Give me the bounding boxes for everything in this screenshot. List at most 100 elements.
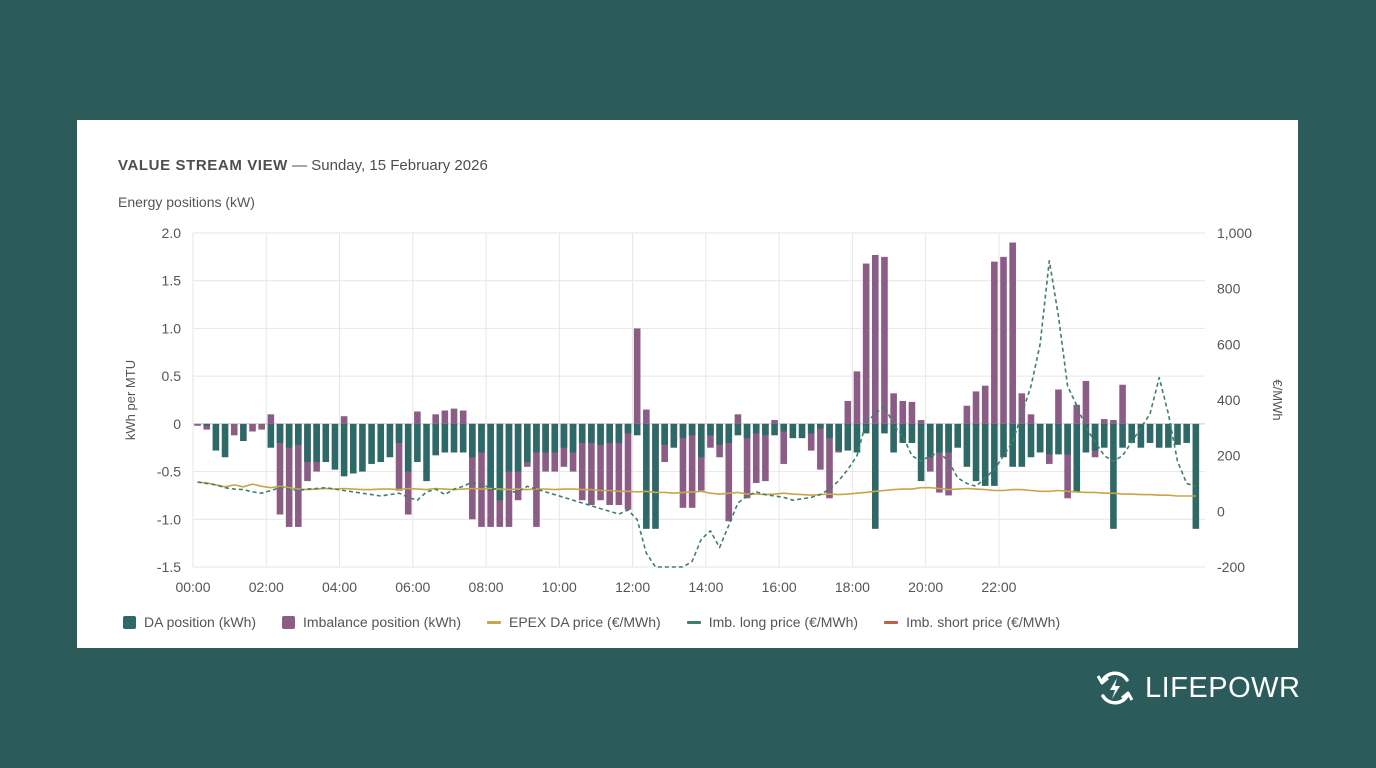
legend-epex-label: EPEX DA price (€/MWh) [509, 614, 661, 630]
legend-imb-long-label: Imb. long price (€/MWh) [708, 614, 859, 630]
y-left-tick-label: -1.5 [157, 559, 181, 575]
da-bar [798, 423, 806, 439]
x-tick-label: 16:00 [762, 579, 797, 595]
y-right-tick-label: 1,000 [1217, 225, 1252, 241]
da-bar [615, 423, 623, 443]
da-bar [514, 423, 522, 472]
da-bar [1064, 423, 1071, 455]
imbalance-bar [734, 414, 742, 424]
da-bar [212, 423, 220, 451]
x-tick-label: 00:00 [175, 579, 210, 595]
imbalance-bar [807, 423, 815, 451]
legend-imb-short[interactable]: Imb. short price (€/MWh) [884, 614, 1060, 630]
da-bar [872, 423, 879, 529]
y-right-tick-label: 600 [1217, 336, 1241, 352]
imbalance-bar [505, 423, 513, 527]
da-bar [1091, 423, 1099, 451]
da-bar [1183, 423, 1190, 443]
da-bar [404, 423, 412, 472]
da-bar [899, 423, 907, 443]
da-bar [1192, 423, 1200, 529]
imbalance-bar [762, 423, 769, 482]
da-bar [1046, 423, 1053, 455]
legend-da[interactable]: DA position (kWh) [123, 614, 256, 630]
imbalance-bar [533, 423, 540, 527]
y-right-tick-label: 800 [1217, 281, 1241, 297]
da-bar [661, 423, 668, 445]
y-left-tick-label: 1.0 [162, 320, 182, 336]
imbalance-bar [340, 416, 348, 424]
da-bar [707, 423, 714, 436]
da-bar [926, 423, 934, 458]
da-bar [1009, 423, 1016, 467]
da-bar [844, 423, 852, 451]
da-bar [1055, 423, 1062, 455]
da-bar [981, 423, 989, 486]
imbalance-bar [679, 423, 687, 508]
imbalance-bar [963, 405, 971, 424]
da-bar [633, 423, 641, 436]
imbalance-bar [478, 423, 485, 527]
y-right-tick-label: 0 [1217, 503, 1225, 519]
da-bar [377, 423, 385, 463]
legend-imbalance[interactable]: Imbalance position (kWh) [282, 614, 461, 630]
legend-imb-short-swatch [884, 620, 899, 624]
da-bar [688, 423, 696, 436]
da-bar [679, 423, 687, 439]
imbalance-bar [267, 414, 275, 424]
imbalance-bar [432, 414, 439, 424]
imbalance-bar [890, 393, 897, 424]
da-bar [771, 423, 778, 436]
imbalance-bar [459, 410, 467, 424]
imbalance-bar [844, 400, 852, 424]
da-bar [487, 423, 494, 491]
da-bar [954, 423, 962, 448]
da-bar [881, 423, 888, 434]
da-bar [304, 423, 311, 463]
imbalance-bar [872, 254, 879, 424]
title-date: — Sunday, 15 February 2026 [292, 157, 488, 174]
imbalance-bar [752, 423, 760, 484]
imbalance-bar [1082, 380, 1090, 424]
da-bar [1100, 423, 1108, 448]
da-bar [643, 423, 650, 529]
legend-imb-long[interactable]: Imb. long price (€/MWh) [686, 614, 859, 630]
imbalance-bar [688, 423, 696, 508]
da-bar [1137, 423, 1145, 448]
y-right-tick-label: 200 [1217, 448, 1241, 464]
y-right-axis-title: €/MWh [1270, 379, 1285, 420]
da-bar [1155, 423, 1163, 448]
imbalance-bar [1000, 256, 1007, 424]
imbalance-bar [597, 423, 604, 501]
da-bar [1119, 423, 1126, 448]
da-bar [762, 423, 769, 436]
imbalance-bar [285, 423, 293, 527]
da-bar [780, 423, 788, 432]
legend-imbalance-label: Imbalance position (kWh) [303, 614, 461, 630]
imbalance-bar [945, 423, 952, 496]
da-bar [331, 423, 339, 470]
da-bar [569, 423, 577, 453]
da-bar [313, 423, 320, 463]
imbalance-bar [991, 261, 998, 424]
imbalance-bar [258, 423, 265, 430]
da-bar [441, 423, 449, 453]
imbalance-bar [276, 423, 284, 515]
imbalance-bar [1100, 419, 1108, 424]
y-right-tick-label: 400 [1217, 392, 1241, 408]
da-bar [826, 423, 833, 439]
da-bar [359, 423, 366, 472]
da-bar [1146, 423, 1154, 443]
da-bar [807, 423, 815, 434]
imbalance-bar [853, 371, 861, 424]
da-bar [1000, 423, 1007, 458]
brand-logo: LIFEPOWR [1093, 666, 1300, 710]
da-bar [203, 423, 211, 426]
da-bar [496, 423, 504, 501]
da-bar [340, 423, 348, 477]
imbalance-bar [1018, 393, 1026, 424]
legend-imbalance-swatch [282, 615, 296, 629]
da-bar [1174, 423, 1181, 445]
da-bar [917, 423, 925, 482]
legend-epex[interactable]: EPEX DA price (€/MWh) [487, 614, 661, 630]
